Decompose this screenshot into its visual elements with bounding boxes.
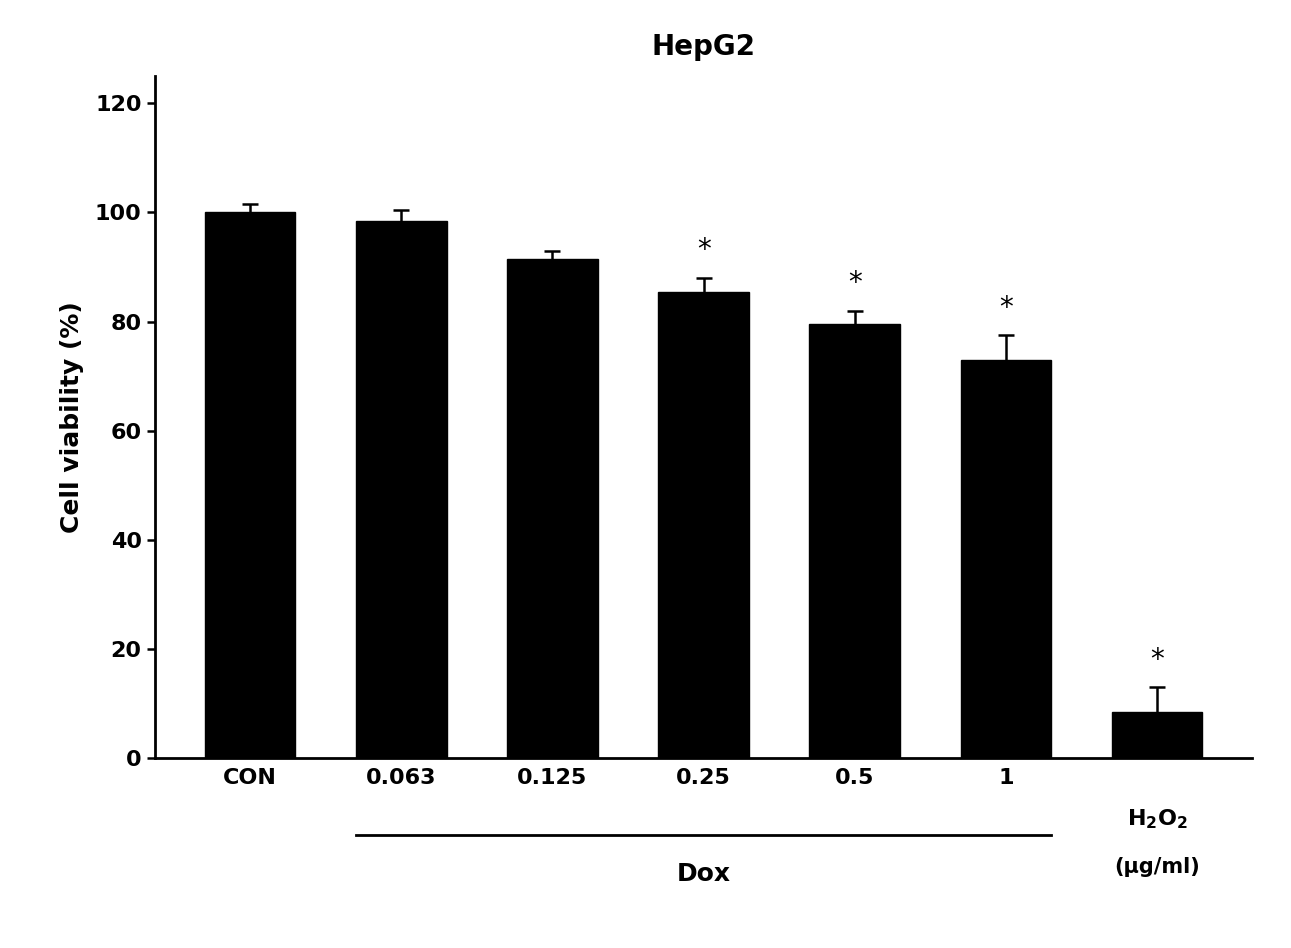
Title: HepG2: HepG2 <box>652 33 755 61</box>
Bar <box>507 259 598 758</box>
Bar <box>658 292 749 758</box>
Bar <box>809 324 900 758</box>
Text: $\mathbf{H_2O_2}$: $\mathbf{H_2O_2}$ <box>1127 808 1188 831</box>
Bar <box>961 360 1051 758</box>
Y-axis label: Cell viability (%): Cell viability (%) <box>59 301 84 533</box>
Bar <box>205 212 296 758</box>
Text: (μg/ml): (μg/ml) <box>1114 857 1199 877</box>
Text: *: * <box>697 236 710 264</box>
Text: *: * <box>1150 646 1164 674</box>
Bar <box>1112 712 1202 758</box>
Text: Dox: Dox <box>676 862 731 886</box>
Text: *: * <box>999 294 1012 321</box>
Bar <box>356 221 447 758</box>
Text: *: * <box>848 269 861 297</box>
